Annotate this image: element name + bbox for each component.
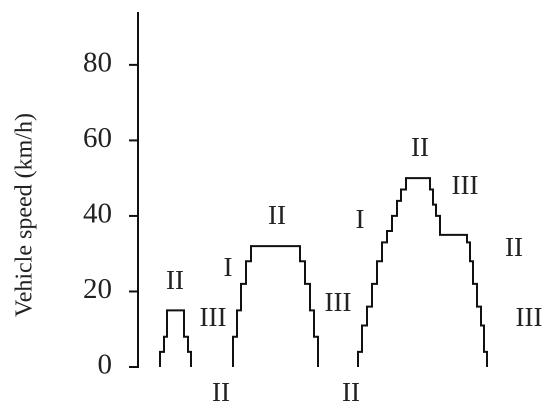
annotation: III [325, 287, 352, 317]
annotation: II [268, 200, 286, 230]
annotation: III [200, 302, 227, 332]
annotation: II [505, 232, 523, 262]
y-tick-label: 60 [83, 122, 112, 154]
annotation: I [356, 204, 365, 234]
y-axis-label: Vehicle speed (km/h) [12, 113, 38, 317]
y-tick-label: 0 [98, 349, 113, 381]
annotation: II [166, 265, 184, 295]
annotation: II [212, 377, 230, 407]
annotation: III [516, 302, 543, 332]
y-tick-label: 40 [83, 198, 112, 230]
annotation: III [452, 170, 479, 200]
annotation: I [224, 252, 233, 282]
speed-line [232, 245, 319, 367]
speed-line [159, 309, 192, 367]
y-tick-label: 20 [83, 273, 112, 305]
annotation: II [342, 377, 360, 407]
y-tick-label: 80 [83, 47, 112, 79]
annotation: II [411, 132, 429, 162]
speed-line [357, 177, 488, 367]
